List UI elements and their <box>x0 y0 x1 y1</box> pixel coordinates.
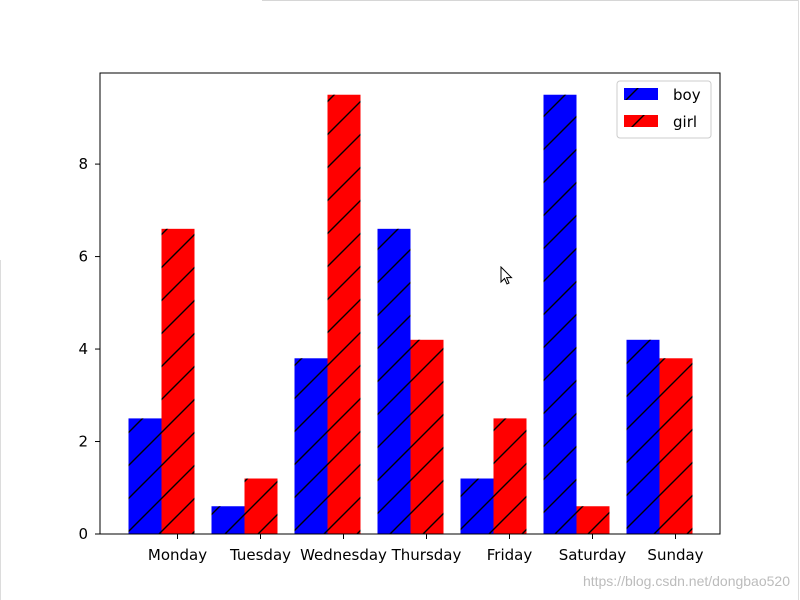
x-tick-label: Friday <box>487 546 533 564</box>
x-tick-label: Thursday <box>391 546 462 564</box>
x-tick-label: Saturday <box>559 546 627 564</box>
bar-hatch-boy-sunday <box>626 339 660 534</box>
bar-hatch-girl-saturday <box>576 506 610 534</box>
y-tick-label: 4 <box>78 340 88 358</box>
bar-hatch-girl-friday <box>493 418 527 534</box>
x-tick-label: Sunday <box>647 546 703 564</box>
bar-hatch-girl-thursday <box>410 339 444 534</box>
x-tick-label: Tuesday <box>229 546 291 564</box>
plot-frame <box>99 72 721 535</box>
legend-swatch-hatch-girl <box>624 115 658 127</box>
legend: boy girl <box>616 80 712 139</box>
y-tick-label: 6 <box>78 248 88 266</box>
legend-swatch-hatch-boy <box>624 88 658 100</box>
bar-hatch-girl-wednesday <box>327 94 361 535</box>
x-tick-label: Wednesday <box>300 546 387 564</box>
bar-hatch-boy-monday <box>128 418 162 534</box>
mouse-cursor-icon <box>500 266 513 285</box>
bar-hatch-girl-monday <box>161 228 195 535</box>
y-tick-label: 2 <box>78 433 88 451</box>
bars <box>128 94 693 535</box>
y-axis: 0 2 4 6 8 <box>78 155 100 543</box>
x-axis: Monday Tuesday Wednesday Thursday Friday Satu… <box>148 534 704 564</box>
legend-label-boy: boy <box>673 86 701 104</box>
window-edge-left <box>0 260 1 600</box>
y-tick-label: 8 <box>78 155 88 173</box>
y-tick-label: 0 <box>78 525 88 543</box>
bar-hatch-boy-wednesday <box>294 358 328 534</box>
bar-hatch-boy-tuesday <box>211 506 245 534</box>
legend-label-girl: girl <box>673 113 697 131</box>
bar-hatch-boy-saturday <box>543 94 577 535</box>
bar-hatch-boy-friday <box>460 478 494 534</box>
window-edge-top <box>262 0 798 1</box>
bar-hatch-girl-tuesday <box>244 478 278 534</box>
watermark: https://blog.csdn.net/dongbao520 <box>583 573 790 589</box>
bar-hatch-girl-sunday <box>659 358 693 534</box>
bar-hatch-boy-thursday <box>377 228 411 535</box>
window-edge-right <box>798 0 799 600</box>
x-tick-label: Monday <box>148 546 207 564</box>
